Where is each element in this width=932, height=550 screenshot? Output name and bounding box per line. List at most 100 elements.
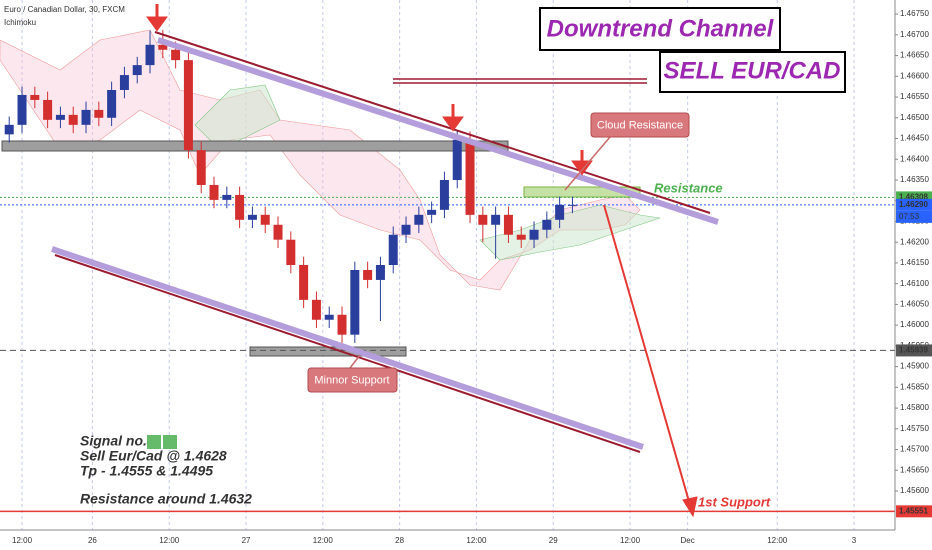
emoji — [147, 435, 161, 449]
candle-body — [388, 234, 398, 265]
candle-body — [43, 99, 53, 120]
y-tick-label: 1.45700 — [900, 445, 929, 454]
signal-box — [659, 51, 846, 93]
x-tick-label: 28 — [395, 536, 404, 545]
price-label: 1.46290 — [899, 200, 928, 209]
candle-body — [4, 124, 14, 135]
y-axis-bg — [895, 0, 932, 550]
signal-text: Tp - 1.4555 & 1.4495 — [80, 463, 213, 479]
candle-body — [171, 49, 181, 61]
candle-body — [375, 265, 385, 280]
candle-body — [324, 314, 334, 320]
y-tick-label: 1.46350 — [900, 175, 929, 184]
y-tick-label: 1.46050 — [900, 300, 929, 309]
candle-body — [452, 139, 462, 180]
arrows — [146, 4, 698, 518]
candle-body — [158, 44, 168, 50]
chart-title: Euro / Canadian Dollar, 30, FXCM — [4, 5, 125, 14]
annotation-signal: SELL EUR/CAD — [664, 57, 841, 84]
candle-body — [107, 89, 117, 118]
support-zone — [249, 346, 407, 357]
channel-line — [154, 31, 711, 214]
candle-body — [132, 65, 142, 76]
y-tick-label: 1.45800 — [900, 403, 929, 412]
candle-body — [401, 224, 411, 235]
annotation-resistance: Resistance — [654, 180, 723, 195]
candle-body — [81, 109, 91, 125]
levels — [0, 196, 895, 513]
candle-body — [555, 204, 565, 220]
callout-box — [590, 112, 690, 138]
y-tick-label: 1.46600 — [900, 71, 929, 80]
candle-body — [414, 214, 424, 225]
candle-body — [503, 214, 513, 235]
candle-body — [30, 94, 40, 100]
y-tick-label: 1.46550 — [900, 92, 929, 101]
price-label-bg — [896, 198, 932, 211]
channel-line — [54, 254, 641, 453]
candle-body — [542, 219, 552, 230]
candle-body — [273, 224, 283, 240]
x-tick-label: 3 — [852, 536, 857, 545]
signal-text: Signal no.4 — [80, 433, 155, 449]
candle-body — [516, 234, 526, 240]
candle-body — [529, 229, 539, 240]
candle-body — [235, 194, 245, 220]
axis-labels: 12:00 26 12:00 27 12:00 28 12:00 29 12:00 Dec 12:0… — [12, 9, 932, 545]
annotation-title: Downtrend Channel — [547, 15, 775, 42]
y-tick-label: 1.46150 — [900, 258, 929, 267]
y-tick-label: 1.46750 — [900, 9, 929, 18]
y-tick-label: 1.45650 — [900, 465, 929, 474]
emoji — [163, 435, 177, 449]
candle-body — [68, 114, 78, 125]
channel-line — [51, 246, 644, 450]
x-tick-label: 12:00 — [767, 536, 788, 545]
x-tick-label: 12:00 — [12, 536, 33, 545]
callout-pointer — [349, 354, 361, 369]
x-tick-label: 12:00 — [313, 536, 334, 545]
title-box — [539, 7, 781, 51]
y-tick-label: 1.46500 — [900, 113, 929, 122]
price-label-bg — [896, 505, 932, 518]
price-label-bg — [896, 344, 932, 357]
callout-pointer — [564, 136, 611, 191]
x-axis-bg — [0, 530, 932, 550]
candles — [4, 29, 577, 351]
callout-text: Cloud Resistance — [597, 119, 683, 131]
x-tick-label: 26 — [88, 536, 97, 545]
candle-body — [311, 299, 321, 320]
candle-body — [183, 60, 193, 151]
y-tick-label: 1.45900 — [900, 362, 929, 371]
candle-body — [94, 109, 104, 118]
callout-text: Minnor Support — [314, 374, 389, 386]
candle-body — [209, 184, 219, 200]
price-label: 1.45551 — [899, 506, 928, 515]
callout-box — [307, 367, 398, 393]
grid — [21, 0, 855, 530]
price-label: 1.45939 — [899, 346, 928, 355]
resistance-zone — [1, 140, 509, 152]
candle-body — [145, 44, 155, 66]
countdown: 07:53 — [899, 212, 920, 221]
candle-body — [337, 314, 347, 335]
y-tick-label: 1.46000 — [900, 320, 929, 329]
y-tick-label: 1.46650 — [900, 51, 929, 60]
candle-body — [427, 209, 437, 215]
y-tick-label: 1.46400 — [900, 154, 929, 163]
candle-body — [17, 94, 27, 125]
x-tick-label: 12:00 — [159, 536, 180, 545]
y-tick-label: 1.45850 — [900, 382, 929, 391]
signal-text: Sell Eur/Cad @ 1.4628 — [80, 448, 227, 464]
y-tick-label: 1.45750 — [900, 424, 929, 433]
channel-line — [157, 37, 719, 225]
x-tick-label: 12:00 — [466, 536, 487, 545]
y-tick-label: 1.46200 — [900, 237, 929, 246]
candle-body — [491, 214, 501, 225]
x-tick-label: 12:00 — [620, 536, 641, 545]
candle-body — [222, 194, 232, 200]
signal-text: Resistance around 1.4632 — [80, 491, 252, 507]
candle-body — [119, 75, 129, 90]
y-tick-label: 1.46450 — [900, 134, 929, 143]
candle-body — [286, 239, 296, 265]
candle-body — [567, 204, 577, 206]
